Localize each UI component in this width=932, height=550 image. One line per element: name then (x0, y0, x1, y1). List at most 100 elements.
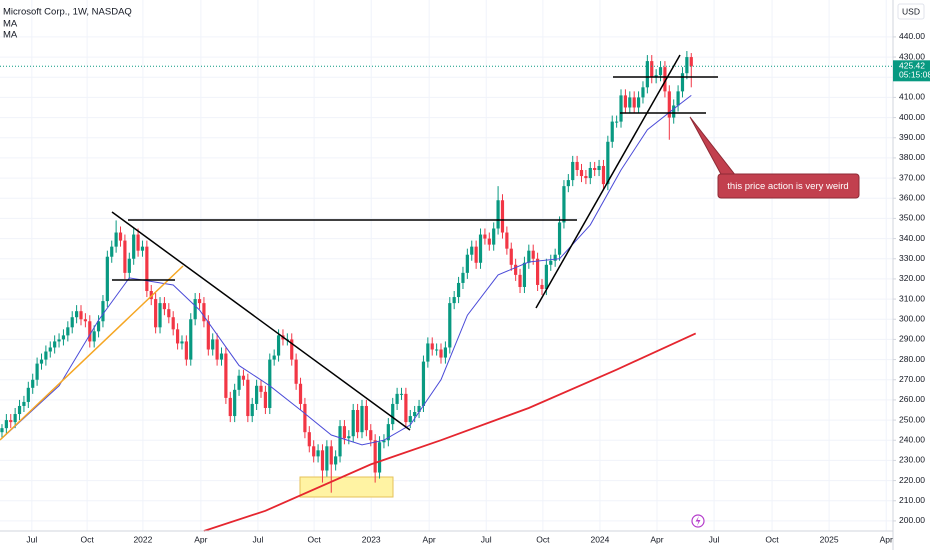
annotation: this price action is very weird (727, 181, 848, 192)
candle-body (483, 234, 487, 239)
candle-body (118, 232, 123, 241)
candle-body (132, 234, 136, 259)
candle-body (628, 97, 632, 108)
candle-body (184, 341, 188, 360)
y-tick-label: 400.00 (899, 112, 925, 122)
y-tick-label: 410.00 (899, 92, 925, 102)
candle-body (53, 341, 57, 348)
x-tick-label: 2023 (362, 534, 381, 544)
candle-body (355, 409, 360, 433)
currency-box[interactable] (897, 3, 925, 20)
candle-body (680, 73, 685, 92)
candle-body (320, 450, 325, 471)
indicator-label: MA (3, 19, 18, 30)
candle-body (290, 339, 294, 360)
candle-body (145, 246, 149, 292)
candle-body (9, 420, 13, 423)
candle-body (579, 170, 584, 177)
candle-body (325, 446, 329, 471)
candle-body (474, 246, 478, 263)
candle-body (518, 274, 522, 287)
candle-body (149, 291, 153, 300)
candle-body (48, 347, 52, 352)
plot-area (0, 51, 893, 532)
candle-body (588, 167, 592, 179)
candle-body (601, 165, 606, 185)
y-tick-label: 320.00 (899, 273, 925, 283)
candle-body (237, 375, 241, 390)
y-tick-label: 200.00 (899, 515, 925, 525)
candle-body (39, 359, 44, 364)
candle-body (505, 232, 509, 249)
candle-body (189, 319, 193, 360)
y-tick-label: 260.00 (899, 394, 925, 404)
candle-body (610, 121, 614, 142)
candle-body (676, 91, 680, 106)
candle-body (88, 321, 92, 342)
candle-body (443, 347, 448, 358)
candle-body (650, 61, 654, 78)
candle-body (531, 250, 535, 259)
y-tick-label: 370.00 (899, 172, 925, 182)
candle-body (123, 240, 127, 273)
candle-body (250, 403, 254, 417)
candle-body (268, 359, 272, 408)
candle-body (549, 260, 553, 265)
drawings (0, 54, 718, 441)
trend-line (111, 211, 411, 431)
candle-body (632, 97, 636, 108)
candle-body (421, 361, 426, 406)
candle-body (606, 141, 610, 185)
candle-body (448, 303, 452, 348)
candle-body (509, 248, 513, 265)
candle-body (465, 254, 469, 273)
y-tick-label: 350.00 (899, 213, 925, 223)
candle-body (75, 311, 79, 318)
x-tick-label: Jul (481, 534, 492, 544)
candle-body (562, 186, 566, 223)
x-tick-label: Apr (194, 534, 207, 544)
candle-body (413, 412, 417, 417)
candle-body (312, 446, 316, 457)
candle-body (373, 440, 377, 473)
candle-body (92, 331, 96, 342)
y-tick-label: 240.00 (899, 434, 925, 444)
candle-body (57, 339, 61, 342)
trend-line (535, 54, 681, 309)
x-tick-label: 2025 (820, 534, 839, 544)
y-tick-label: 380.00 (899, 152, 925, 162)
candle-body (0, 428, 4, 433)
candle-body (566, 180, 570, 187)
trend-line (0, 265, 184, 441)
candle-body (114, 232, 118, 247)
candle-body (544, 264, 548, 289)
x-tick-label: Apr (423, 534, 436, 544)
candle-body (527, 250, 531, 263)
candle-body (456, 282, 461, 298)
candle-body (540, 284, 544, 289)
candle-body (338, 426, 342, 457)
candle-body (26, 387, 30, 402)
candle-body (211, 339, 215, 350)
candle-body (399, 393, 404, 395)
indicator-label: MA (3, 30, 18, 41)
candle-body (303, 403, 307, 433)
candle-body (522, 262, 527, 287)
candle-body (206, 321, 210, 350)
x-tick-label: Oct (765, 534, 779, 544)
candle-body (294, 359, 298, 384)
x-tick-label: Oct (81, 534, 95, 544)
candle-body (298, 383, 303, 404)
candle-body (70, 317, 74, 328)
axes: 200.00 210.00 220.00 230.00 240.00 250.00 260.… (26, 31, 932, 544)
candle-body (110, 246, 114, 257)
candle-body (136, 234, 140, 251)
candle-body (597, 165, 601, 171)
x-tick-label: Jul (26, 534, 37, 544)
candle-body (35, 363, 39, 380)
candle-body (197, 299, 202, 304)
candle-body (342, 426, 347, 439)
candle-body (276, 335, 281, 356)
y-tick-label: 340.00 (899, 233, 925, 243)
